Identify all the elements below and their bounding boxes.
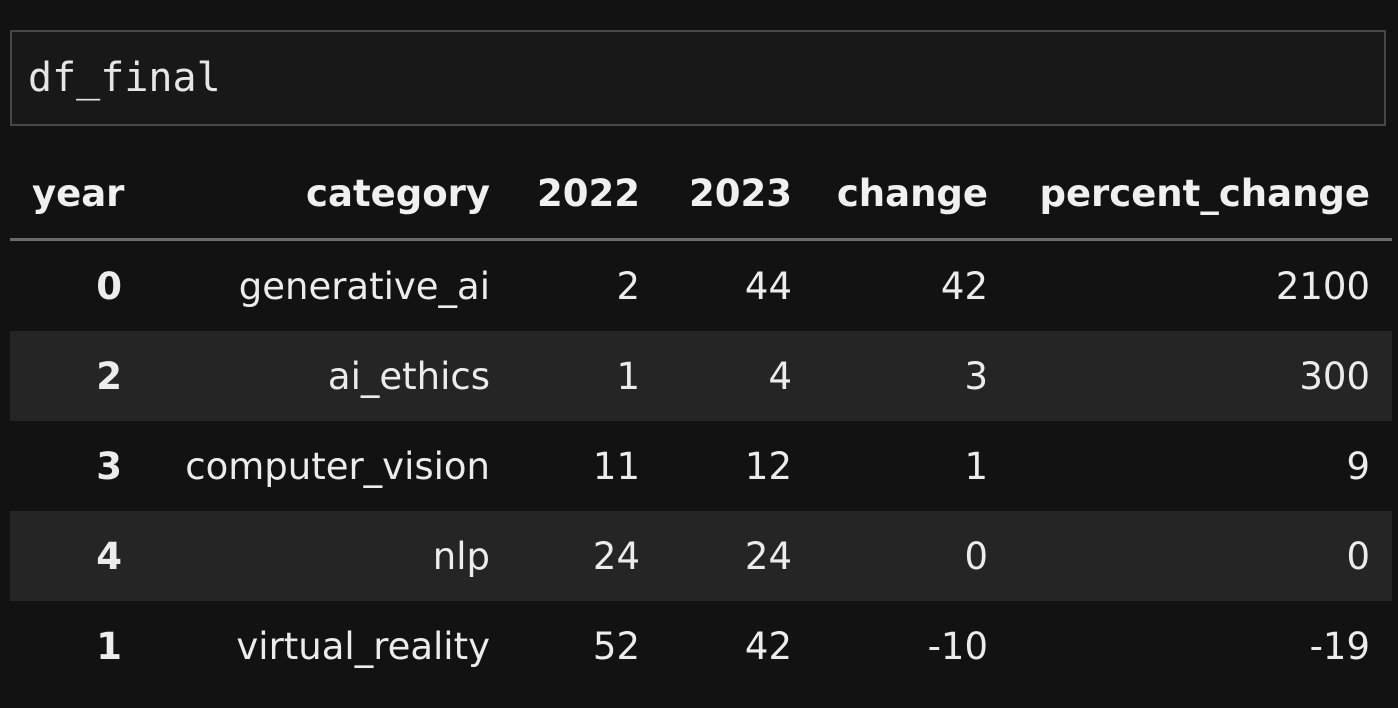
row-index: 2 [10, 331, 144, 421]
table-header-row: year category 2022 2023 change percent_c… [10, 148, 1392, 241]
cell-2023: 44 [744, 264, 792, 308]
cell-change: 3 [814, 331, 1010, 421]
table-row: 1 virtual_reality 52 42 -10 -19 [10, 601, 1392, 691]
column-header-year: year [10, 148, 144, 241]
cell-percent-change: 2100 [1275, 264, 1370, 308]
column-header-category: category [144, 148, 512, 241]
table-row: 4 nlp 24 24 0 0 [10, 511, 1392, 601]
column-header-percent-change: percent_change [1010, 148, 1392, 241]
cell-change: 0 [814, 511, 1010, 601]
cell-2022: 24 [512, 511, 662, 601]
cell-2022: 1 [512, 331, 662, 421]
dataframe-table: year category 2022 2023 change percent_c… [10, 148, 1392, 691]
cell-category: ai_ethics [144, 331, 512, 421]
cell-2023: 12 [744, 444, 792, 488]
cell-change: 42 [940, 264, 988, 308]
table-row: 0 generative_ai 2 44 42 2100 [10, 240, 1392, 332]
cell-percent-change: 0 [1010, 511, 1392, 601]
cell-output: year category 2022 2023 change percent_c… [10, 148, 1392, 691]
row-index: 1 [96, 624, 122, 668]
code-cell-input[interactable]: df_final [10, 30, 1386, 126]
cell-percent-change: -19 [1309, 624, 1370, 668]
cell-2022: 2 [616, 264, 640, 308]
cell-2023: 24 [662, 511, 814, 601]
cell-change: -10 [927, 624, 988, 668]
cell-category: generative_ai [238, 264, 490, 308]
column-header-2022: 2022 [512, 148, 662, 241]
table-row: 3 computer_vision 11 12 1 9 [10, 421, 1392, 511]
cell-2022: 11 [592, 444, 640, 488]
row-index: 3 [96, 444, 122, 488]
table-row: 2 ai_ethics 1 4 3 300 [10, 331, 1392, 421]
cell-2023: 42 [744, 624, 792, 668]
cell-2023: 4 [662, 331, 814, 421]
row-index: 4 [10, 511, 144, 601]
row-index: 0 [96, 264, 122, 308]
cell-category: nlp [144, 511, 512, 601]
cell-category: computer_vision [185, 444, 490, 488]
cell-2022: 52 [592, 624, 640, 668]
cell-change: 1 [964, 444, 988, 488]
cell-category: virtual_reality [236, 624, 490, 668]
column-header-2023: 2023 [662, 148, 814, 241]
code-text[interactable]: df_final [28, 55, 221, 101]
cell-percent-change: 9 [1346, 444, 1370, 488]
column-header-change: change [814, 148, 1010, 241]
cell-percent-change: 300 [1010, 331, 1392, 421]
